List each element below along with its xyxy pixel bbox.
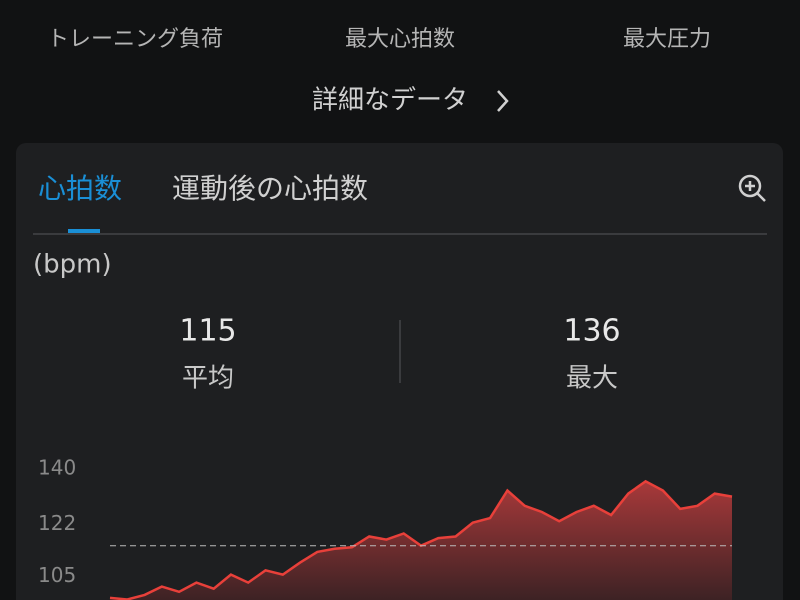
stat-label: 平均 bbox=[182, 364, 234, 394]
chevron bbox=[497, 90, 509, 112]
zoom-button[interactable] bbox=[738, 174, 766, 202]
details-link[interactable]: 詳細なデータ bbox=[312, 86, 509, 116]
tab[interactable]: 運動後の心拍数 bbox=[172, 172, 368, 205]
stat-value: 115 bbox=[179, 314, 236, 349]
details-text[interactable]: 詳細なデータ bbox=[312, 86, 468, 116]
unit-label: (bpm) bbox=[33, 250, 112, 280]
stat-value: 136 bbox=[563, 314, 620, 349]
stat-label: 最大心拍数 bbox=[345, 27, 455, 52]
y-tick-label: 105 bbox=[38, 563, 76, 587]
tab-active[interactable]: 心拍数 bbox=[38, 172, 122, 205]
stat-label: 最大圧力 bbox=[623, 27, 711, 52]
y-tick-label: 122 bbox=[38, 511, 76, 535]
stat-label: 最大 bbox=[566, 364, 618, 394]
tab-underline bbox=[68, 229, 100, 233]
y-tick-label: 140 bbox=[38, 456, 76, 480]
stat-label: トレーニング負荷 bbox=[47, 27, 223, 52]
